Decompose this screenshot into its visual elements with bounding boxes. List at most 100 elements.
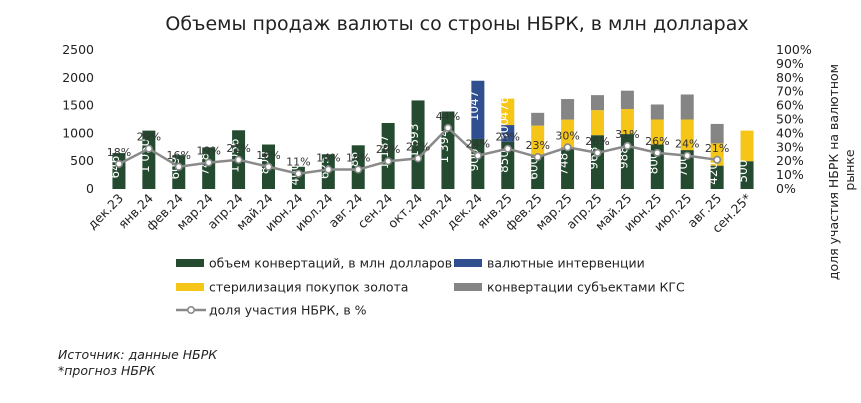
bar-value-label: 700: [676, 154, 690, 177]
share-point: [683, 151, 692, 160]
share-point: [234, 155, 243, 164]
y-tick-label: 1000: [62, 125, 94, 140]
bar-segment: [710, 123, 724, 144]
bar-value-label: 748: [557, 153, 571, 176]
share-label: 24%: [466, 138, 490, 151]
bar-segment: [680, 94, 694, 120]
share-label: 21%: [226, 142, 250, 155]
share-label: 14%: [316, 152, 340, 165]
share-point: [533, 153, 542, 162]
bar-segment: [561, 119, 575, 148]
share-label: 26%: [585, 135, 609, 148]
bar-segment: [531, 155, 545, 189]
y2-tick-label: 40%: [776, 125, 804, 140]
share-point: [324, 165, 333, 174]
legend-label: валютные интервенции: [487, 256, 645, 271]
bar-value-label: 800: [646, 151, 660, 174]
bar-segment: [740, 130, 754, 162]
y2-tick-label: 50%: [776, 112, 804, 127]
y-tick-label: 2500: [62, 42, 94, 57]
bar-segment: [650, 104, 664, 120]
share-point: [264, 162, 273, 171]
share-point: [174, 162, 183, 171]
share-label: 26%: [645, 135, 669, 148]
share-point: [354, 165, 363, 174]
share-label: 24%: [675, 138, 699, 151]
bar-segment: [620, 109, 634, 135]
share-label: 16%: [167, 149, 191, 162]
bar-value-label: 500: [736, 160, 750, 183]
bar-value-label: 1047: [467, 91, 481, 122]
share-line: 18% 29% 16% 19% 21% 16% 11% 14% 14% 20% 22% 44% 24% 2…: [107, 110, 729, 178]
legend-swatch: [454, 259, 482, 267]
bar-value-label: 1 050: [138, 139, 152, 173]
share-point: [114, 159, 123, 168]
bar-segment: [531, 112, 545, 126]
bar-segment: [591, 135, 604, 189]
share-point: [294, 169, 303, 178]
share-label: 14%: [346, 152, 370, 165]
y2-tick-label: 20%: [776, 153, 804, 168]
bar-segment: [202, 147, 216, 189]
legend-marker: [187, 305, 196, 314]
legend-swatch: [176, 283, 204, 291]
bar-segment: [591, 95, 604, 111]
share-label: 29%: [137, 131, 161, 144]
bar-segment: [501, 141, 515, 189]
share-label: 20%: [376, 143, 400, 156]
y-tick-label: 1500: [62, 98, 94, 113]
source-note: Источник: данные НБРК: [58, 347, 218, 362]
bar-segment: [142, 130, 156, 189]
y2-tick-label: 30%: [776, 139, 804, 154]
share-label: 44%: [436, 110, 460, 123]
x-axis: дек.23янв.24фев.24мар.24апр.24май.24июн.…: [85, 190, 755, 235]
share-point: [384, 157, 393, 166]
bar-segment: [650, 144, 664, 189]
bar-value-label: 420: [706, 162, 720, 185]
share-point: [653, 148, 662, 157]
bar-segment: [650, 119, 664, 145]
bar-segment: [620, 90, 634, 110]
y2-tick-label: 80%: [776, 70, 804, 85]
share-point: [204, 158, 213, 167]
share-label: 30%: [555, 129, 579, 142]
legend-swatch: [176, 259, 204, 267]
bar-segment: [740, 161, 754, 189]
bar-segment: [531, 125, 545, 156]
share-point: [473, 151, 482, 160]
share-point: [593, 148, 602, 157]
chart-title: Объемы продаж валюты со строны НБРК, в м…: [165, 13, 748, 35]
y2-tick-label: 90%: [776, 56, 804, 71]
share-label: 11%: [286, 156, 310, 169]
bar-value-label: 1 593: [407, 124, 421, 158]
y2-axis-label: доля участия НБРК на валютном рынке: [826, 60, 857, 280]
legend-label: доля участия НБРК, в %: [209, 303, 367, 318]
y-tick-label: 500: [70, 153, 94, 168]
share-label: 16%: [256, 149, 280, 162]
share-point: [563, 143, 572, 152]
bar-segment: [561, 147, 575, 189]
legend-swatch: [454, 283, 482, 291]
y2-tick-label: 10%: [776, 167, 804, 182]
share-label: 29%: [496, 131, 520, 144]
share-point: [414, 154, 423, 163]
share-point: [503, 144, 512, 153]
share-point: [443, 123, 452, 132]
bar-value-label: 600: [527, 157, 541, 180]
legend-label: конвертации субъектами КГС: [487, 280, 685, 295]
bar-value-label: 988: [616, 146, 630, 169]
bar-segment: [591, 110, 604, 136]
legend-label: объем конвертаций, в млн долларов: [209, 256, 452, 271]
share-label: 18%: [107, 146, 131, 159]
bar-value-label: 1 056: [228, 138, 242, 172]
bar-segment: [561, 99, 575, 120]
bar-value-label: 850: [497, 150, 511, 173]
share-label: 22%: [406, 140, 430, 153]
bar-segment: [680, 150, 694, 189]
bar-segment: [501, 125, 515, 142]
bar-value-label: 300: [497, 118, 511, 141]
legend: объем конвертаций, в млн долларов валютны…: [176, 256, 685, 318]
y-axis-left: 0 500 1000 1500 2000 2500: [62, 42, 94, 196]
bar-segment: [471, 80, 485, 139]
